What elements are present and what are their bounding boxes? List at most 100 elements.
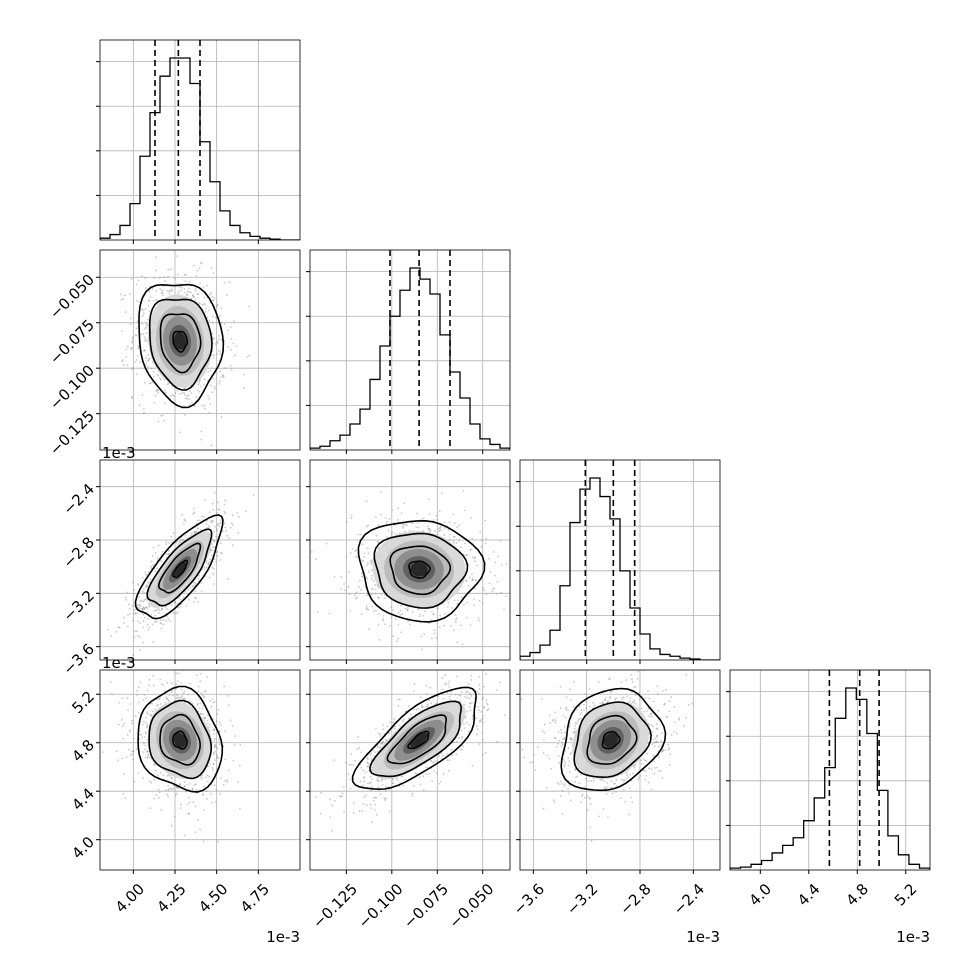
sample-point bbox=[376, 778, 379, 781]
sample-point bbox=[375, 813, 378, 816]
sample-point bbox=[214, 700, 216, 703]
sample-point bbox=[352, 812, 355, 814]
sample-point bbox=[176, 612, 178, 615]
sample-point bbox=[367, 762, 369, 765]
sample-point bbox=[380, 513, 382, 516]
sample-point bbox=[143, 474, 145, 476]
sample-point bbox=[186, 293, 189, 296]
panel-frame bbox=[99, 39, 301, 241]
sample-point bbox=[407, 620, 410, 622]
sample-point bbox=[150, 781, 153, 784]
sample-point bbox=[167, 789, 170, 792]
sample-point bbox=[209, 792, 212, 795]
sample-point bbox=[436, 607, 439, 610]
sample-point bbox=[350, 763, 353, 766]
sample-point bbox=[478, 683, 481, 686]
sample-point bbox=[136, 635, 139, 637]
sample-point bbox=[142, 620, 145, 623]
sample-point bbox=[212, 546, 215, 549]
sample-point bbox=[218, 792, 221, 795]
sample-point bbox=[128, 729, 131, 732]
sample-point bbox=[451, 607, 454, 609]
sample-point bbox=[430, 702, 432, 705]
sample-point bbox=[144, 381, 146, 384]
sample-point bbox=[517, 669, 519, 671]
sample-point bbox=[402, 720, 404, 723]
sample-point bbox=[454, 618, 457, 621]
sample-point bbox=[177, 292, 180, 295]
contour-line bbox=[138, 283, 225, 409]
sample-point bbox=[210, 521, 213, 524]
sample-point bbox=[389, 721, 392, 724]
sample-point bbox=[122, 298, 125, 300]
sample-point bbox=[188, 280, 191, 283]
sample-point bbox=[208, 525, 210, 527]
sample-point bbox=[372, 799, 375, 802]
sample-point bbox=[224, 758, 227, 761]
sample-point bbox=[139, 600, 142, 603]
density-shade bbox=[173, 733, 186, 748]
sample-point bbox=[574, 725, 577, 727]
sample-point bbox=[133, 630, 136, 633]
sample-point bbox=[209, 369, 212, 372]
sample-point bbox=[232, 759, 235, 762]
sample-point bbox=[203, 717, 206, 720]
sample-point bbox=[358, 810, 361, 813]
sample-point bbox=[187, 394, 190, 397]
sample-point bbox=[187, 589, 189, 591]
sample-point bbox=[166, 697, 168, 700]
sample-point bbox=[185, 397, 188, 400]
sample-point bbox=[417, 608, 420, 611]
contour-line bbox=[373, 532, 469, 609]
sample-point bbox=[428, 622, 431, 625]
sample-point bbox=[399, 613, 402, 616]
sample-point bbox=[421, 648, 423, 651]
sample-point bbox=[154, 551, 157, 554]
sample-point bbox=[150, 614, 152, 616]
sample-point bbox=[201, 707, 204, 710]
sample-point bbox=[341, 792, 344, 795]
sample-point bbox=[436, 772, 438, 775]
sample-point bbox=[381, 742, 384, 745]
sample-point bbox=[229, 326, 232, 329]
sample-point bbox=[178, 672, 180, 675]
sample-point bbox=[150, 714, 153, 717]
sample-point bbox=[132, 593, 135, 595]
sample-point bbox=[382, 728, 385, 731]
sample-point bbox=[482, 667, 484, 669]
sample-point bbox=[170, 777, 173, 779]
sample-point bbox=[380, 779, 383, 782]
sample-point bbox=[482, 587, 485, 589]
sample-point bbox=[372, 796, 375, 799]
sample-point bbox=[134, 361, 137, 363]
sample-point bbox=[212, 752, 215, 754]
sample-point bbox=[206, 765, 209, 768]
sample-point bbox=[402, 523, 405, 526]
sample-point bbox=[448, 759, 451, 762]
sample-point bbox=[466, 696, 469, 699]
sample-point bbox=[187, 796, 190, 799]
sample-point bbox=[210, 444, 213, 447]
sample-point bbox=[370, 781, 372, 784]
sample-point bbox=[131, 397, 133, 400]
sample-point bbox=[397, 704, 400, 707]
sample-point bbox=[193, 530, 196, 533]
sample-point bbox=[420, 635, 423, 638]
sample-point bbox=[148, 605, 151, 608]
sample-point bbox=[180, 289, 182, 291]
sample-point bbox=[159, 622, 162, 624]
sample-point bbox=[319, 812, 322, 815]
sample-point bbox=[165, 696, 168, 699]
sample-point bbox=[345, 555, 348, 558]
sample-point bbox=[631, 681, 634, 683]
sample-point bbox=[463, 727, 466, 730]
sample-point bbox=[348, 571, 351, 574]
sample-point bbox=[124, 311, 127, 313]
sample-point bbox=[496, 580, 499, 583]
sample-point bbox=[201, 793, 204, 796]
sample-point bbox=[183, 834, 186, 837]
sample-point bbox=[212, 520, 215, 523]
sample-point bbox=[377, 786, 380, 789]
sample-point bbox=[598, 815, 600, 818]
sample-point bbox=[142, 333, 145, 335]
